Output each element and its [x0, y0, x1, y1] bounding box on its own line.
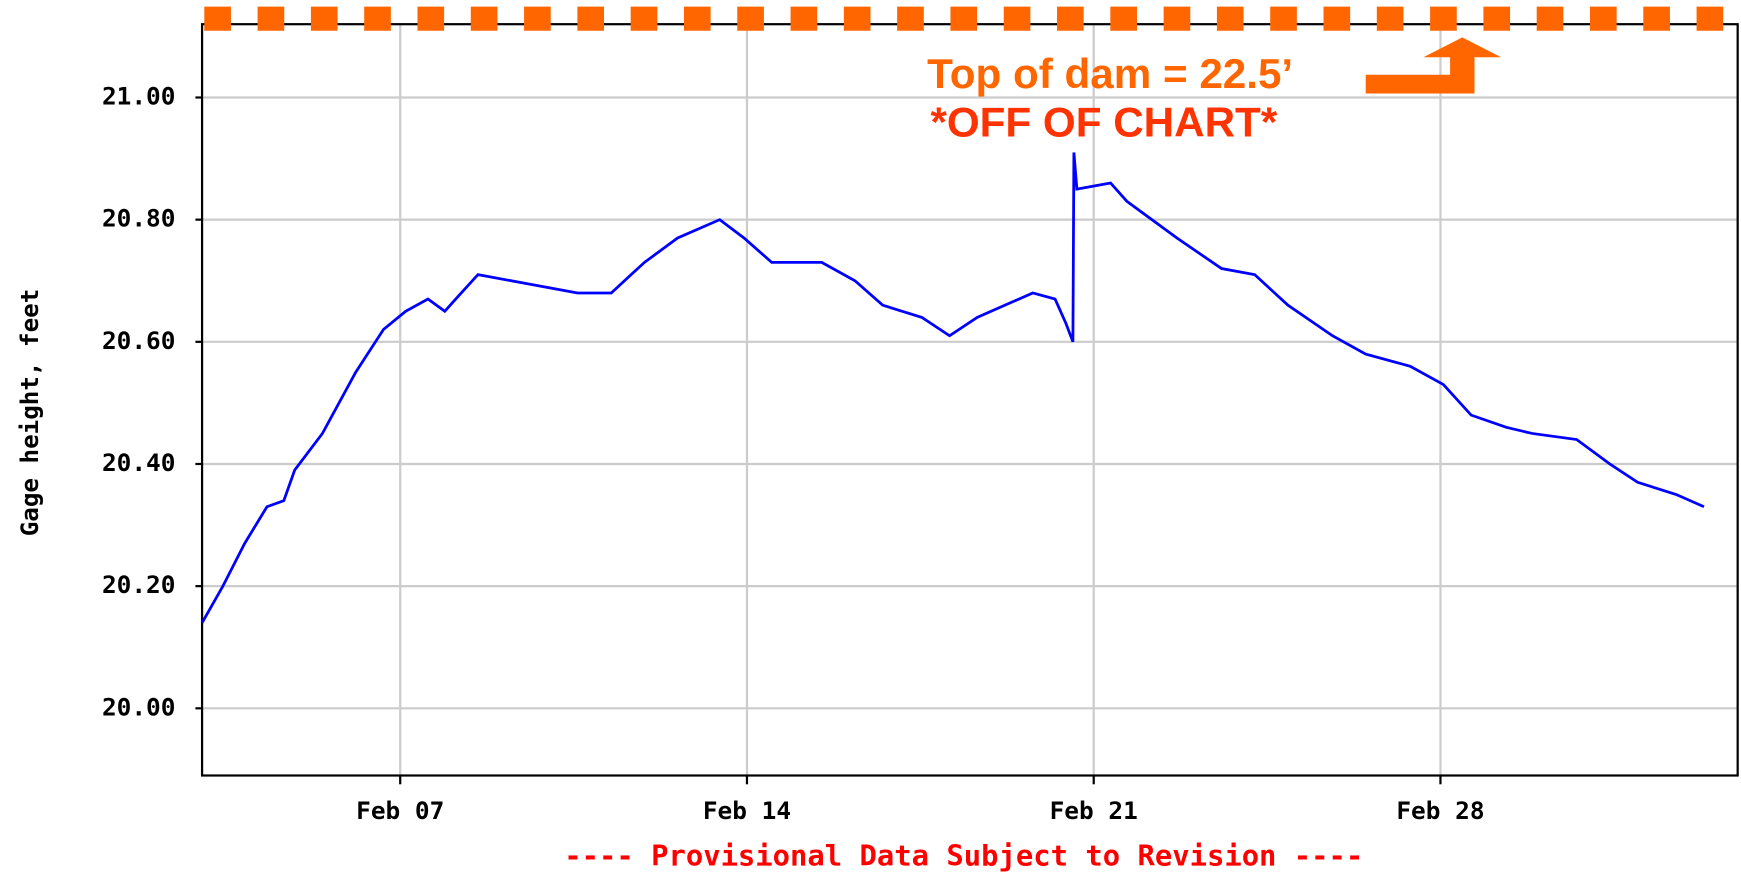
- x-tick-label: Feb 07: [356, 796, 444, 825]
- x-tick-label: Feb 28: [1396, 796, 1484, 825]
- y-tick-label: 20.40: [102, 448, 175, 477]
- y-tick-label: 20.20: [102, 570, 175, 599]
- y-tick-label: 20.00: [102, 692, 175, 721]
- data-line: [200, 152, 1705, 624]
- y-tick-label: 20.60: [102, 326, 175, 355]
- x-tick-label: Feb 21: [1050, 796, 1138, 825]
- annotation: Top of dam = 22.5’: [927, 50, 1293, 97]
- footer: ---- Provisional Data Subject to Revisio…: [564, 839, 1363, 873]
- annotation: *OFF OF CHART*: [930, 99, 1277, 146]
- y-tick-label: 20.80: [102, 204, 175, 233]
- y-tick-label: 21.00: [102, 82, 175, 111]
- x-tick-label: Feb 14: [703, 796, 791, 825]
- arrow: [1365, 37, 1502, 94]
- y-axis-label: Gage height, feet: [15, 289, 44, 537]
